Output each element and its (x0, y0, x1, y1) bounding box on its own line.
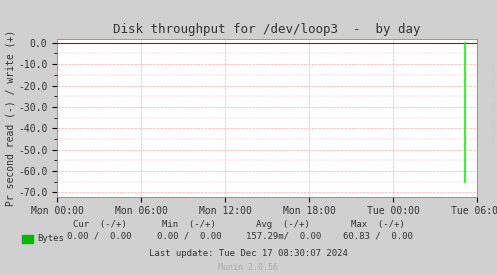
Text: Cur  (-/+): Cur (-/+) (73, 220, 126, 229)
Text: Max  (-/+): Max (-/+) (351, 220, 405, 229)
Text: 0.00 /  0.00: 0.00 / 0.00 (157, 232, 221, 240)
Text: 0.00 /  0.00: 0.00 / 0.00 (67, 232, 132, 240)
Text: Min  (-/+): Min (-/+) (162, 220, 216, 229)
Title: Disk throughput for /dev/loop3  -  by day: Disk throughput for /dev/loop3 - by day (113, 23, 421, 36)
Text: 157.29m/  0.00: 157.29m/ 0.00 (246, 232, 321, 240)
Text: Munin 2.0.56: Munin 2.0.56 (219, 263, 278, 272)
Text: RRDTOOL / TOBI OETIKER: RRDTOOL / TOBI OETIKER (490, 63, 495, 146)
Text: Bytes: Bytes (37, 234, 64, 243)
Text: 60.83 /  0.00: 60.83 / 0.00 (343, 232, 413, 240)
Text: Last update: Tue Dec 17 08:30:07 2024: Last update: Tue Dec 17 08:30:07 2024 (149, 249, 348, 258)
Y-axis label: Pr second read (-) / write (+): Pr second read (-) / write (+) (5, 29, 15, 206)
Text: Avg  (-/+): Avg (-/+) (256, 220, 310, 229)
